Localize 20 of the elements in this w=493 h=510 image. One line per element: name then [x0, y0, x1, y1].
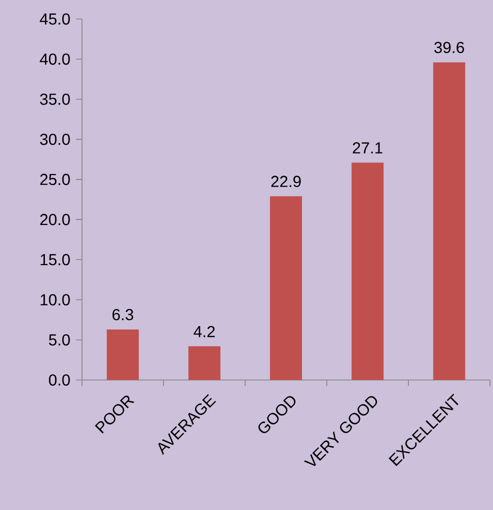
y-tick-label: 45.0 [40, 13, 70, 25]
data-label: 6.3 [112, 308, 134, 320]
bar [352, 162, 384, 380]
data-label: 39.6 [434, 42, 464, 54]
bar [106, 329, 139, 380]
y-tick-label: 30.0 [40, 134, 70, 145]
y-tick-label: 35.0 [40, 94, 70, 105]
bar [270, 196, 302, 380]
data-label: 4.2 [194, 326, 215, 338]
y-tick-label: 25.0 [40, 174, 70, 186]
y-tick-label: 15.0 [40, 254, 70, 266]
y-tick-label: 20.0 [40, 214, 70, 226]
bar [433, 62, 466, 380]
y-tick-label: 10.0 [40, 294, 70, 306]
bar [188, 346, 220, 380]
y-tick-label: 40.0 [40, 53, 70, 65]
data-label: 22.9 [271, 176, 301, 188]
y-tick-label: 5.0 [48, 334, 70, 346]
y-tick-label: 0.0 [48, 374, 70, 386]
data-label: 27.1 [352, 142, 382, 154]
